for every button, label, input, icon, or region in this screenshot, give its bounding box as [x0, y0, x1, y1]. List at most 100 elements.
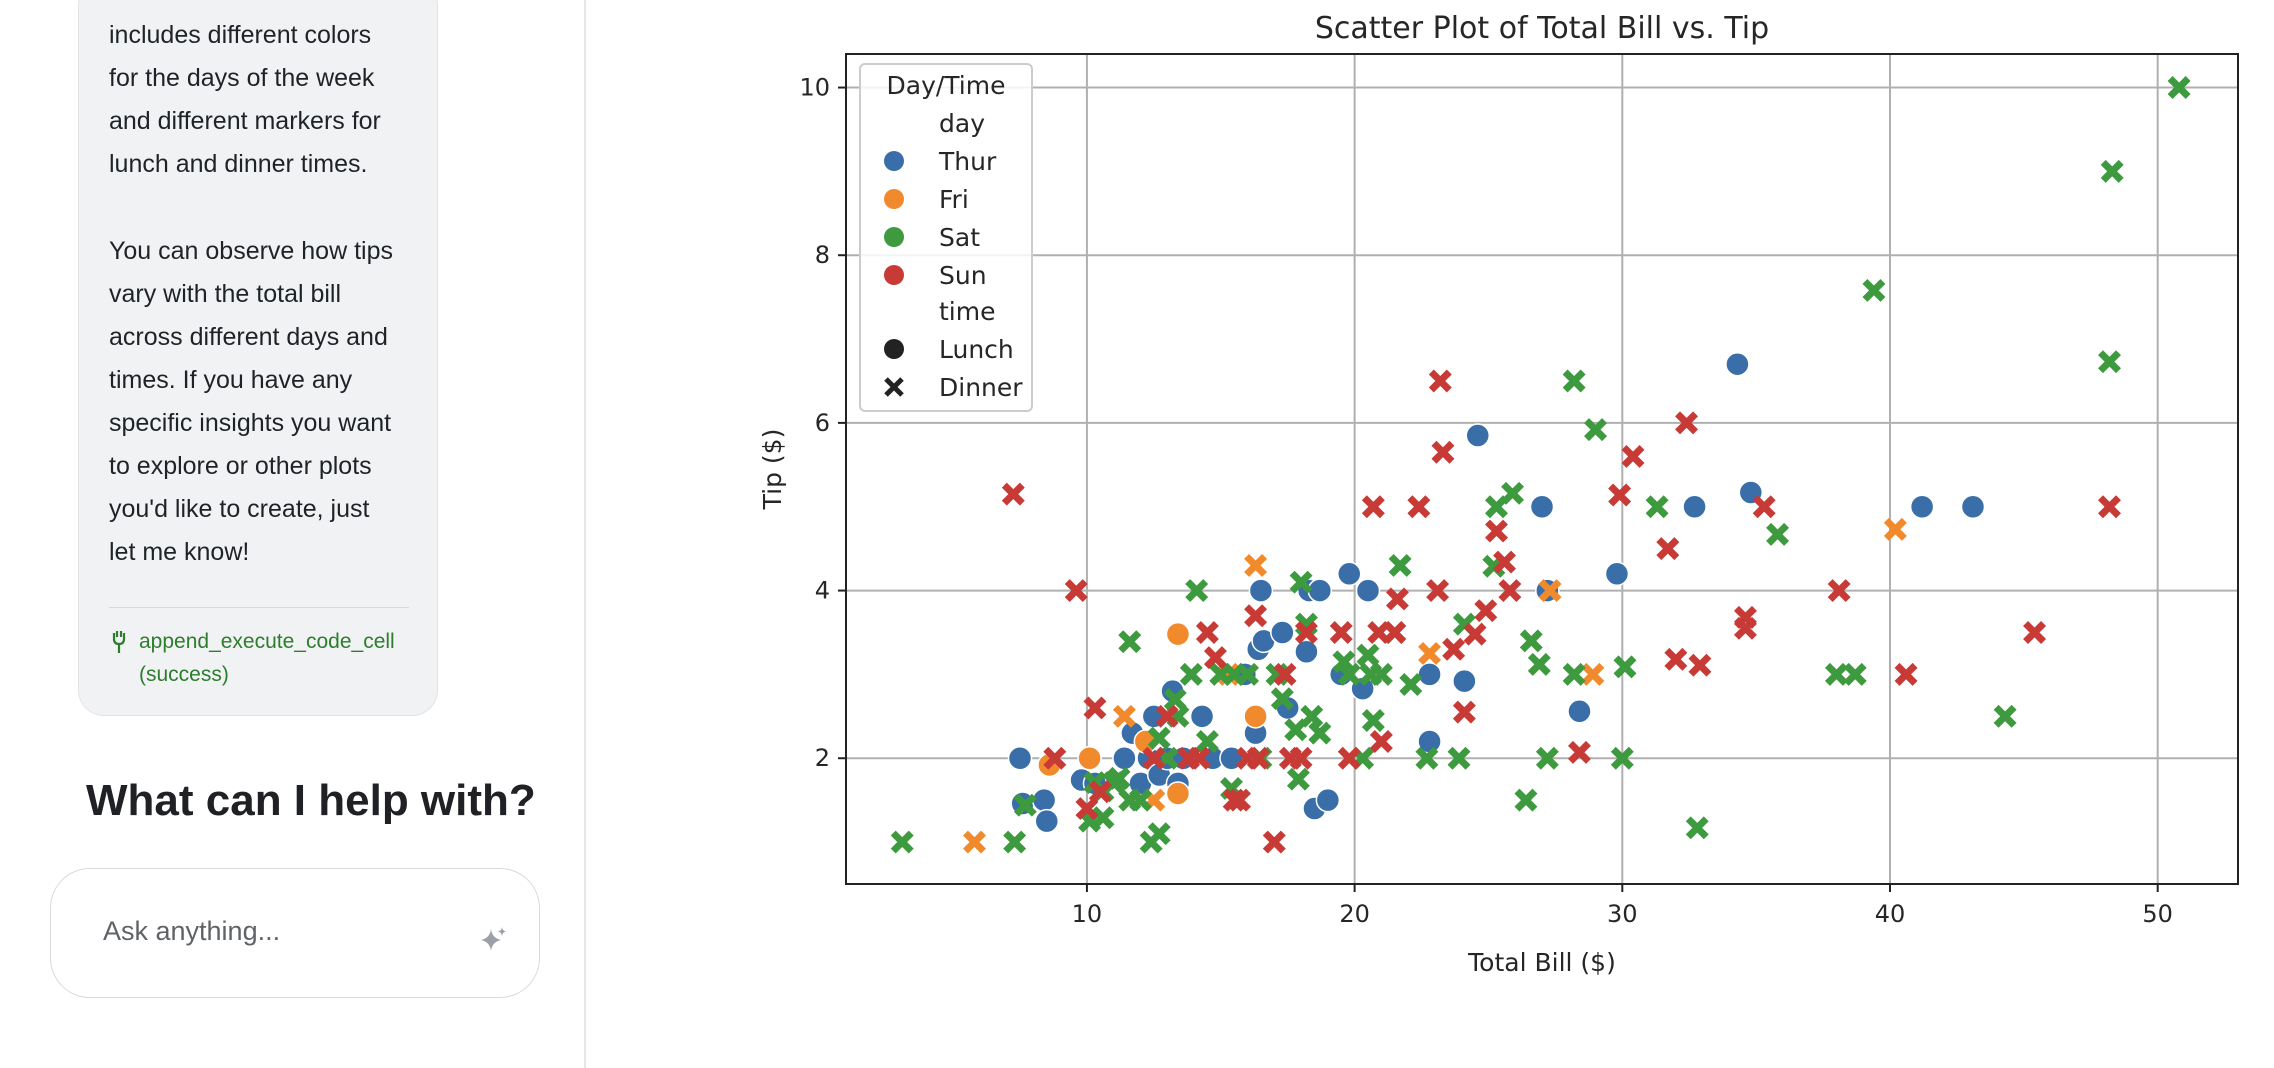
point-sat-dinner: [1415, 746, 1439, 770]
point-sun-dinner: [1894, 662, 1918, 686]
point-sat-dinner: [1535, 746, 1559, 770]
message-paragraph-1-line: includes different colors: [109, 21, 372, 49]
y-axis-label: Tip ($): [758, 429, 787, 511]
assistant-message: includes different colors for the days of…: [78, 0, 438, 716]
point-sat-dinner: [1163, 688, 1187, 712]
point-sat-dinner: [1685, 816, 1709, 840]
chart-title: Scatter Plot of Total Bill vs. Tip: [1315, 11, 1769, 46]
sparkle-icon[interactable]: [475, 923, 511, 959]
message-paragraph-2-line: You can observe how tips: [109, 237, 393, 265]
point-sat-dinner: [2167, 76, 2191, 100]
point-sun-dinner: [1428, 369, 1452, 393]
point-sat-dinner: [1300, 704, 1324, 728]
message-paragraph-2-line: let me know!: [109, 538, 250, 566]
point-thur-lunch: [1452, 668, 1477, 694]
point-sun-dinner: [1244, 604, 1268, 628]
message-paragraph-2-line: specific insights you want: [109, 409, 392, 437]
message-paragraph-1-line: lunch and dinner times.: [109, 150, 368, 178]
point-sun-dinner: [1075, 797, 1099, 821]
point-sun-dinner: [1329, 621, 1353, 644]
point-sun-dinner: [1222, 788, 1246, 812]
point-sun-dinner: [1195, 621, 1219, 644]
point-fri-dinner: [1581, 662, 1605, 686]
legend-label-thur: Thur: [938, 147, 997, 176]
point-sun-dinner: [1733, 616, 1757, 640]
point-sun-dinner: [2023, 621, 2047, 644]
point-sat-dinner: [2100, 159, 2124, 183]
point-sat-dinner: [1501, 481, 1525, 505]
y-tick-label: 8: [815, 241, 830, 269]
point-sat-dinner: [1562, 662, 1586, 686]
y-tick-label: 4: [815, 577, 830, 605]
y-tick-label: 2: [815, 744, 830, 772]
x-tick-label: 10: [1072, 900, 1103, 928]
legend-label-sat: Sat: [939, 223, 980, 252]
point-sun-dinner: [1485, 519, 1508, 543]
tool-call-label: append_execute_code_cell (success): [139, 625, 395, 691]
chat-sidebar: includes different colors for the days of…: [0, 0, 586, 1068]
legend-marker-sat: [884, 227, 904, 247]
point-sun-dinner: [1568, 740, 1591, 764]
point-sun-dinner: [1752, 495, 1776, 519]
point-thur-lunch: [1294, 639, 1319, 665]
point-fri-dinner: [1538, 579, 1562, 603]
point-sun-dinner: [1262, 830, 1286, 854]
point-fri-dinner: [963, 830, 986, 854]
point-sat-dinner: [1361, 709, 1385, 732]
point-fri-dinner: [1418, 641, 1442, 665]
point-sat-dinner: [1337, 662, 1361, 686]
point-sun-dinner: [1083, 696, 1107, 720]
point-sun-dinner: [1498, 579, 1522, 603]
point-fri-dinner: [1244, 553, 1268, 577]
legend-label-dinner: Dinner: [939, 373, 1023, 402]
point-sun-dinner: [1452, 700, 1476, 724]
help-heading: What can I help with?: [86, 776, 536, 825]
point-sat-dinner: [1388, 553, 1412, 577]
point-sat-dinner: [1118, 630, 1142, 654]
point-thur-lunch: [1604, 561, 1630, 587]
message-paragraph-2-line: to explore or other plots: [109, 452, 372, 480]
point-sun-dinner: [1228, 788, 1251, 812]
x-tick-label: 20: [1339, 900, 1370, 928]
point-sat-dinner: [1993, 704, 2017, 728]
point-sat-dinner: [1610, 746, 1634, 770]
point-thur-lunch: [1909, 494, 1935, 519]
point-thur-lunch: [1355, 578, 1381, 603]
point-sat-dinner: [1862, 278, 1886, 302]
point-sat-dinner: [1270, 687, 1294, 711]
point-sun-dinner: [1001, 482, 1025, 506]
point-thur-lunch: [1248, 578, 1274, 603]
chat-input[interactable]: [103, 911, 463, 951]
point-sun-dinner: [1442, 637, 1466, 661]
point-sun-dinner: [1361, 495, 1385, 519]
point-sun-dinner: [1827, 579, 1851, 603]
legend-label-sun: Sun: [939, 261, 987, 290]
x-tick-label: 40: [1875, 900, 1906, 928]
point-sat-dinner: [1843, 662, 1867, 686]
point-thur-lunch: [1034, 808, 1060, 834]
tool-divider: [109, 607, 409, 608]
point-sat-dinner: [1147, 822, 1171, 846]
legend-style-label: time: [939, 297, 995, 326]
legend-marker-sun: [884, 265, 904, 285]
x-tick-label: 30: [1607, 900, 1638, 928]
point-sun-dinner: [1664, 647, 1688, 671]
point-sat-dinner: [1399, 672, 1423, 696]
point-sun-dinner: [1426, 579, 1450, 603]
point-thur-lunch: [1031, 787, 1057, 813]
point-sun-dinner: [1043, 746, 1067, 770]
point-thur-lunch: [1315, 787, 1341, 813]
point-thur-lunch: [1960, 494, 1986, 519]
point-sat-dinner: [1447, 746, 1471, 770]
point-sat-dinner: [1308, 721, 1332, 745]
point-sun-dinner: [1675, 411, 1699, 435]
point-sun-dinner: [1142, 746, 1166, 770]
point-fri-dinner: [1112, 704, 1136, 728]
point-sat-dinner: [1824, 662, 1848, 686]
point-sat-dinner: [1286, 767, 1310, 791]
point-sat-dinner: [1107, 766, 1131, 790]
tool-call-status: (success): [139, 663, 229, 686]
chat-input-box[interactable]: [50, 868, 540, 998]
point-thur-lunch: [1007, 745, 1033, 771]
message-paragraph-2-line: vary with the total bill: [109, 280, 342, 308]
